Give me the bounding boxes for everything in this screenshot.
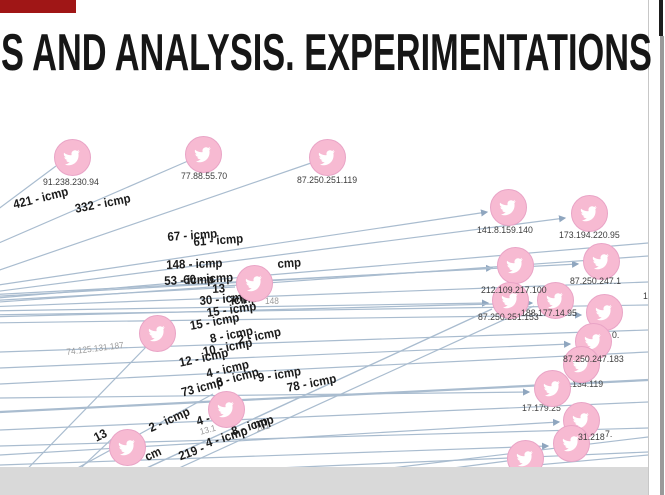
graph-node[interactable] (552, 424, 590, 462)
node-ip-label: 87.250.251.153 (478, 312, 539, 323)
graph-edge (0, 329, 649, 353)
node-ip-label: 17.179.25 (522, 403, 561, 414)
node-ip-label: 0. (612, 330, 620, 341)
graph-edge (0, 162, 312, 271)
graph-node[interactable] (138, 314, 176, 352)
node-ip-label: 87.250.247.1 (570, 276, 622, 287)
edge-count-label: 60 - icmp (182, 270, 234, 287)
scrollbar-track[interactable] (660, 36, 664, 495)
graph-node[interactable] (207, 390, 245, 428)
bird-icon (244, 273, 264, 293)
graph-edge (0, 351, 649, 385)
node-ip-label: 58.134.119 (560, 379, 604, 390)
bird-icon (505, 255, 525, 275)
graph-node[interactable] (570, 194, 608, 232)
node-ip-label: 173.194.220.95 (559, 230, 620, 241)
graph-node[interactable] (533, 369, 571, 407)
bird-icon (579, 203, 599, 223)
graph-edge (0, 388, 531, 399)
scroll-gutter (649, 0, 665, 495)
edge-count-label: 148 - icmp (165, 256, 223, 272)
graph-edge (0, 299, 534, 318)
graph-edge (0, 215, 567, 292)
graph-edge (0, 160, 189, 244)
graph-node[interactable] (235, 264, 273, 302)
node-ip-label: 7. (605, 429, 613, 440)
bird-icon (594, 302, 614, 322)
gutter-divider (648, 0, 649, 495)
node-ip-label: 141.8.159.140 (477, 225, 533, 236)
node-ip-label: 212.109.217.100 (481, 285, 547, 296)
bird-icon (498, 197, 518, 217)
graph-edge (0, 209, 489, 286)
accent-bar (0, 0, 76, 13)
node-ip-label: 87.250.251.119 (297, 175, 358, 186)
graph-edge (0, 340, 572, 369)
node-ip-label: 1 (643, 291, 648, 302)
bird-icon (515, 448, 535, 468)
node-ip-label: 87.250.247.183 (563, 354, 624, 365)
bird-icon (545, 290, 565, 310)
node-ip-label: 188.177.14.95 (521, 308, 577, 319)
graph-edge (0, 242, 649, 299)
graph-node[interactable] (53, 138, 91, 176)
graph-node[interactable] (536, 281, 574, 319)
graph-node[interactable] (489, 188, 527, 226)
graph-edge (0, 401, 649, 431)
graph-edge (0, 165, 57, 209)
bird-icon (147, 323, 167, 343)
graph-edge (0, 311, 583, 324)
graph-node[interactable] (582, 242, 620, 280)
graph-edge (0, 442, 550, 466)
graph-edge (0, 299, 490, 312)
node-ip-label: 31.218 (578, 432, 605, 443)
graph-edge (0, 255, 649, 303)
graph-edge (87, 308, 493, 495)
graph-node[interactable] (496, 246, 534, 284)
scrollbar-thumb[interactable] (659, 0, 663, 36)
edge-count-label: cmp (276, 255, 302, 271)
graph-edge (0, 418, 561, 456)
graph-node[interactable] (108, 428, 146, 466)
graph-node[interactable] (491, 281, 529, 319)
graph-edge (0, 260, 580, 295)
node-ip-label: 77.88.55.70 (181, 171, 228, 182)
graph-node[interactable] (308, 138, 346, 176)
bird-icon (117, 437, 137, 457)
graph-node[interactable] (562, 345, 600, 383)
node-ip-label: 91.238.230.94 (43, 177, 99, 188)
graph-node[interactable] (184, 135, 222, 173)
bird-icon (62, 147, 82, 167)
bird-icon (317, 147, 337, 167)
bird-icon (216, 399, 236, 419)
graph-edge (119, 305, 535, 495)
bird-icon (542, 378, 562, 398)
bird-icon (591, 251, 611, 271)
bottom-band (0, 467, 649, 495)
page-title: S AND ANALYSIS. EXPERIMENTATIONS (1, 24, 652, 82)
graph-edge (0, 281, 649, 308)
bird-icon (193, 144, 213, 164)
edge-weight-label: 148 (265, 296, 279, 306)
